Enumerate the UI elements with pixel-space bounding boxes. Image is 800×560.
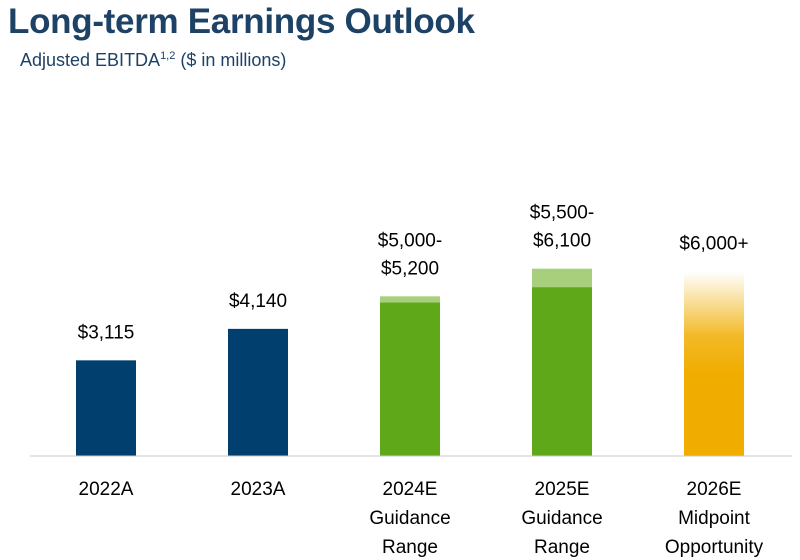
subtitle-footnote-ref: 1,2: [160, 50, 176, 62]
bar-value-label-3-0: $5,500-: [530, 203, 594, 224]
chart-subtitle: Adjusted EBITDA1,2 ($ in millions): [20, 50, 286, 71]
bar-3: [532, 287, 592, 456]
page-title: Long-term Earnings Outlook: [8, 2, 475, 41]
category-label-0-0: 2022A: [79, 479, 134, 500]
bar-value-label-4-0: $6,000+: [679, 234, 748, 255]
bar-1: [228, 328, 288, 456]
category-label-3-1: Guidance: [521, 508, 602, 529]
category-label-4-0: 2026E: [687, 479, 742, 500]
category-label-2-2: Range: [382, 537, 438, 558]
category-label-3-2: Range: [534, 537, 590, 558]
category-label-2-1: Guidance: [369, 508, 450, 529]
category-label-3-0: 2025E: [535, 479, 590, 500]
bar-4: [684, 271, 744, 456]
bar-2: [380, 302, 440, 456]
bar-0: [76, 360, 136, 456]
bar-range-2: [380, 296, 440, 303]
category-label-4-2: Opportunity: [665, 537, 764, 558]
labels-layer: $3,115 2022A $4,140 2023A $5,000- $5,200 2024E…: [78, 203, 764, 558]
bar-value-label-2-0: $5,000-: [378, 230, 442, 251]
bars-layer: [76, 268, 744, 456]
bar-value-label-1-0: $4,140: [229, 291, 287, 312]
bar-range-3: [532, 268, 592, 288]
category-label-2-0: 2024E: [383, 479, 438, 500]
bar-value-label-3-1: $6,100: [533, 231, 591, 252]
bar-value-label-0-0: $3,115: [78, 322, 135, 343]
subtitle-unit: ($ in millions): [175, 50, 287, 70]
category-label-1-0: 2023A: [231, 479, 286, 500]
category-label-4-1: Midpoint: [678, 508, 751, 529]
subtitle-main: Adjusted EBITDA: [20, 50, 161, 70]
bar-value-label-2-1: $5,200: [381, 258, 439, 279]
